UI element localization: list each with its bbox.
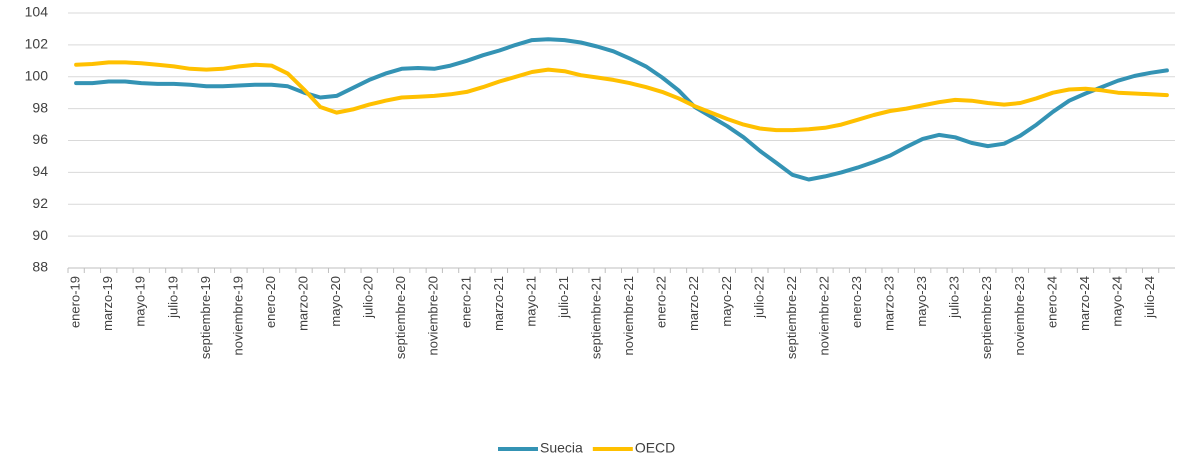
x-tick-label: marzo-22 <box>686 276 701 331</box>
x-tick-label: noviembre-23 <box>1012 276 1027 356</box>
x-tick-label: septiembre-23 <box>979 276 994 359</box>
x-tick-label: enero-23 <box>849 276 864 328</box>
x-tick-label: marzo-24 <box>1077 276 1092 331</box>
x-tick-label: noviembre-22 <box>816 276 831 356</box>
x-tick-label: mayo-22 <box>719 276 734 327</box>
x-tick-label: marzo-20 <box>295 276 310 331</box>
x-tick-label: julio-21 <box>556 276 571 319</box>
y-tick-label: 90 <box>32 227 48 243</box>
x-tick-label: enero-19 <box>68 276 83 328</box>
y-tick-label: 104 <box>25 4 49 20</box>
x-tick-label: marzo-19 <box>100 276 115 331</box>
y-tick-label: 98 <box>32 99 48 115</box>
x-tick-label: julio-20 <box>361 276 376 319</box>
legend-label: OECD <box>635 440 675 456</box>
x-tick-label: julio-23 <box>947 276 962 319</box>
x-tick-label: julio-22 <box>751 276 766 319</box>
x-tick-label: enero-22 <box>654 276 669 328</box>
y-tick-label: 96 <box>32 131 48 147</box>
x-tick-label: enero-21 <box>458 276 473 328</box>
y-tick-label: 100 <box>25 67 49 83</box>
x-tick-label: mayo-24 <box>1109 276 1124 327</box>
y-tick-label: 88 <box>32 259 48 275</box>
x-tick-label: noviembre-19 <box>230 276 245 356</box>
x-tick-label: mayo-20 <box>328 276 343 327</box>
x-tick-label: mayo-19 <box>133 276 148 327</box>
x-tick-label: enero-24 <box>1044 276 1059 328</box>
x-tick-label: septiembre-20 <box>393 276 408 359</box>
x-tick-label: noviembre-20 <box>426 276 441 356</box>
series-line <box>74 60 1169 133</box>
x-tick-label: marzo-23 <box>882 276 897 331</box>
x-tick-label: septiembre-21 <box>589 276 604 359</box>
x-tick-label: marzo-21 <box>491 276 506 331</box>
x-tick-label: mayo-21 <box>523 276 538 327</box>
x-tick-label: enero-20 <box>263 276 278 328</box>
series-line <box>74 37 1169 182</box>
legend-label: Suecia <box>540 440 583 456</box>
x-tick-label: septiembre-19 <box>198 276 213 359</box>
y-tick-label: 102 <box>25 36 49 52</box>
x-tick-label: julio-24 <box>1142 276 1157 319</box>
x-tick-label: septiembre-22 <box>784 276 799 359</box>
y-tick-label: 94 <box>32 163 48 179</box>
x-tick-label: mayo-23 <box>914 276 929 327</box>
x-tick-label: julio-19 <box>165 276 180 319</box>
x-tick-label: noviembre-21 <box>621 276 636 356</box>
y-tick-label: 92 <box>32 195 48 211</box>
